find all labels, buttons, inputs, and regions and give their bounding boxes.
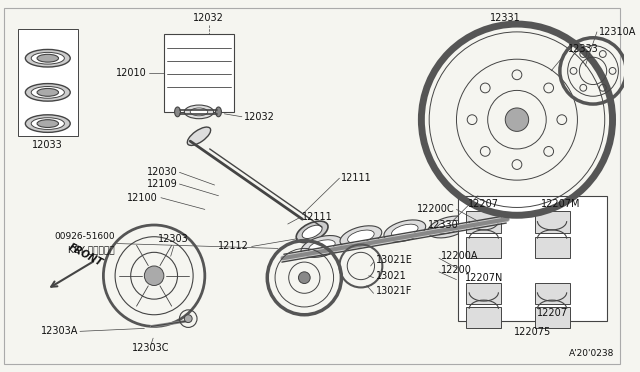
Text: 122075: 122075 xyxy=(514,327,551,337)
Text: 12112: 12112 xyxy=(218,241,249,251)
Ellipse shape xyxy=(31,52,65,64)
Text: 12207: 12207 xyxy=(468,199,499,209)
Ellipse shape xyxy=(302,225,322,238)
Ellipse shape xyxy=(37,89,58,96)
Text: 12330: 12330 xyxy=(428,220,459,230)
Text: 12032: 12032 xyxy=(244,112,275,122)
Ellipse shape xyxy=(190,108,208,116)
Text: 12207N: 12207N xyxy=(465,273,503,283)
Ellipse shape xyxy=(301,235,343,257)
Circle shape xyxy=(145,266,164,285)
Ellipse shape xyxy=(37,120,58,128)
Text: FRONT: FRONT xyxy=(67,242,104,268)
Text: 12200C: 12200C xyxy=(417,204,454,214)
Circle shape xyxy=(505,108,529,131)
Text: 12030: 12030 xyxy=(147,167,177,177)
Ellipse shape xyxy=(26,49,70,67)
Circle shape xyxy=(184,315,192,323)
Text: 13021F: 13021F xyxy=(376,286,412,296)
Ellipse shape xyxy=(384,220,426,242)
Text: 00926-51600: 00926-51600 xyxy=(54,232,115,241)
Bar xyxy=(466,307,501,328)
Text: 12200: 12200 xyxy=(441,265,472,275)
Bar xyxy=(164,34,234,112)
Ellipse shape xyxy=(435,220,462,234)
Text: A'20'0238: A'20'0238 xyxy=(569,349,614,358)
Text: 12010: 12010 xyxy=(116,68,147,78)
Text: 13021: 13021 xyxy=(376,271,406,281)
Text: 12333: 12333 xyxy=(568,44,598,54)
Text: 12111: 12111 xyxy=(302,212,333,222)
Bar xyxy=(458,196,607,321)
Text: 12033: 12033 xyxy=(33,140,63,150)
Text: 12331: 12331 xyxy=(490,13,520,23)
Bar xyxy=(534,211,570,233)
Ellipse shape xyxy=(428,216,470,238)
Ellipse shape xyxy=(188,127,211,145)
Bar xyxy=(534,307,570,328)
Ellipse shape xyxy=(31,118,65,129)
Bar xyxy=(466,237,501,258)
Ellipse shape xyxy=(308,240,335,253)
Bar xyxy=(466,211,501,233)
Bar xyxy=(534,283,570,304)
Text: 12310A: 12310A xyxy=(599,27,636,37)
Text: 13021E: 13021E xyxy=(376,255,412,265)
Ellipse shape xyxy=(37,54,58,62)
Text: 12207: 12207 xyxy=(536,308,568,318)
Text: 12200A: 12200A xyxy=(441,251,478,261)
Text: 12303C: 12303C xyxy=(132,343,170,353)
Ellipse shape xyxy=(175,107,180,117)
Ellipse shape xyxy=(392,224,418,238)
Text: 12100: 12100 xyxy=(127,193,158,203)
Ellipse shape xyxy=(340,226,382,248)
Text: 12032: 12032 xyxy=(193,13,224,23)
Bar xyxy=(17,29,78,136)
Text: 12111: 12111 xyxy=(341,173,372,183)
Ellipse shape xyxy=(184,105,214,119)
Ellipse shape xyxy=(26,115,70,132)
Text: KEY キー（２）: KEY キー（２） xyxy=(68,245,115,254)
Bar xyxy=(534,237,570,258)
Bar xyxy=(466,283,501,304)
Ellipse shape xyxy=(26,84,70,101)
Text: 12303: 12303 xyxy=(158,234,189,244)
Text: 12109: 12109 xyxy=(147,179,177,189)
Ellipse shape xyxy=(296,221,328,243)
Circle shape xyxy=(298,272,310,283)
Text: 12207M: 12207M xyxy=(541,199,580,209)
Ellipse shape xyxy=(216,107,221,117)
Text: 12303A: 12303A xyxy=(41,326,78,336)
Ellipse shape xyxy=(348,230,374,243)
Ellipse shape xyxy=(31,87,65,98)
